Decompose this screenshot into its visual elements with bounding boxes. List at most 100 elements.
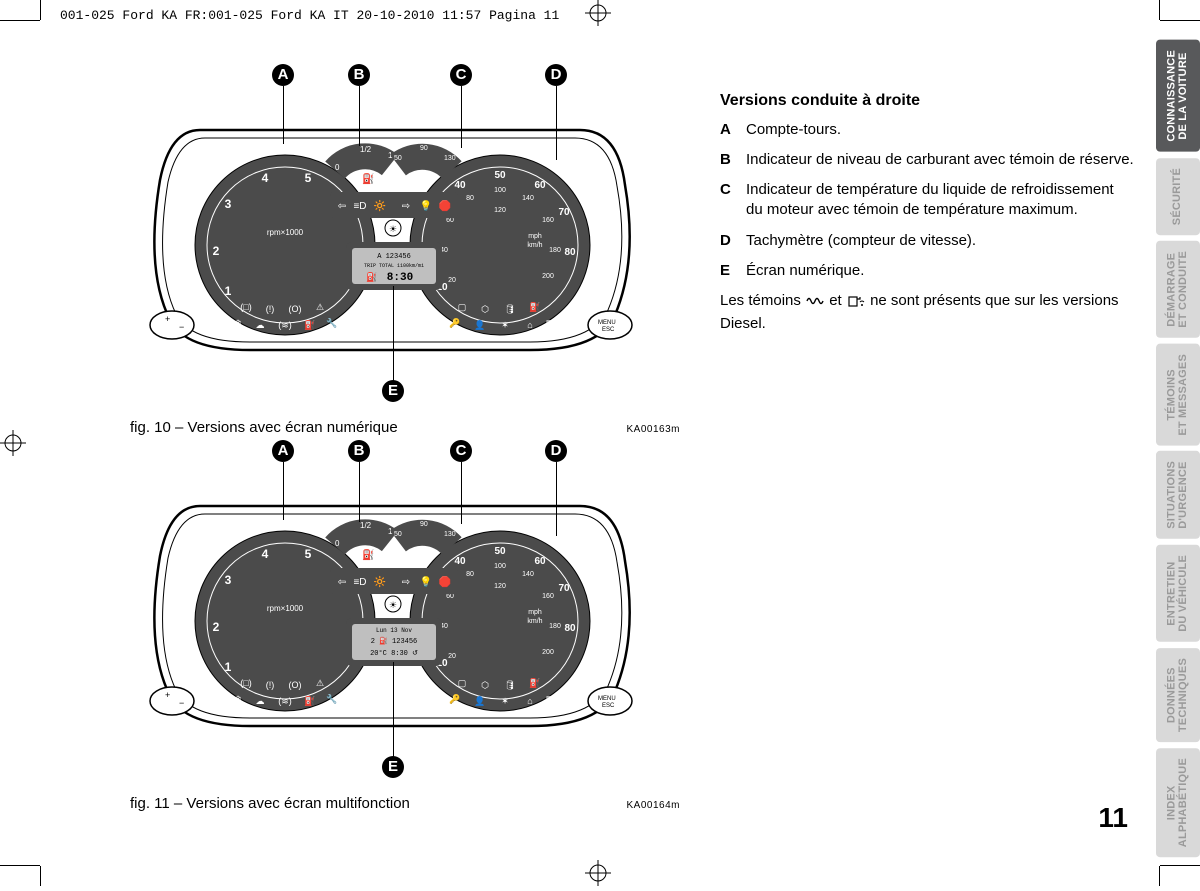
figure-caption: fig. 11 – Versions avec écran multifonct… <box>130 795 410 812</box>
svg-text:✶: ✶ <box>501 320 509 330</box>
callout-line <box>393 662 394 758</box>
svg-text:0: 0 <box>335 539 340 548</box>
svg-text:👤: 👤 <box>474 319 485 330</box>
svg-text:50: 50 <box>394 531 402 538</box>
svg-text:🔆: 🔆 <box>374 575 386 588</box>
svg-text:80: 80 <box>564 247 576 258</box>
callout-a: A <box>272 440 294 462</box>
def-value: Indicateur de température du liquide de … <box>746 180 1134 221</box>
svg-text:+: + <box>165 690 170 700</box>
svg-text:⌂: ⌂ <box>527 320 532 330</box>
def-value: Compte-tours. <box>746 120 1134 140</box>
def-value: Indicateur de niveau de carburant avec t… <box>746 150 1134 170</box>
svg-text:40: 40 <box>454 556 466 567</box>
diesel-note: Les témoins et ne sont présents que sur … <box>720 291 1134 335</box>
svg-text:80: 80 <box>466 571 474 578</box>
svg-text:2 ⛽ 123456: 2 ⛽ 123456 <box>371 636 418 646</box>
svg-text:MENU: MENU <box>598 696 616 702</box>
svg-text:A 123456: A 123456 <box>377 253 411 261</box>
crop-mark <box>1159 866 1160 886</box>
crop-mark <box>0 20 40 21</box>
callout-b: B <box>348 440 370 462</box>
svg-text:−: − <box>179 698 184 708</box>
svg-text:60: 60 <box>446 593 454 600</box>
callout-line <box>556 86 557 160</box>
svg-text:1/2: 1/2 <box>360 145 372 154</box>
water-in-fuel-icon <box>846 294 866 314</box>
tab-donnees[interactable]: DONNÉES TECHNIQUES <box>1156 648 1200 742</box>
svg-text:❄: ❄ <box>234 694 242 704</box>
text-column: Versions conduite à droite ACompte-tours… <box>720 40 1140 846</box>
svg-text:50: 50 <box>394 155 402 162</box>
svg-text:5: 5 <box>305 171 312 185</box>
svg-text:130: 130 <box>444 531 456 538</box>
callout-a: A <box>272 64 294 86</box>
instrument-cluster: +− MENUESC 123 4567 rpm×1000 (□)(!)(O)⚠ … <box>130 466 650 741</box>
svg-text:50: 50 <box>494 170 506 181</box>
svg-text:160: 160 <box>542 593 554 600</box>
svg-text:⇦: ⇦ <box>338 577 346 588</box>
svg-text:🛢: 🛢 <box>504 304 515 314</box>
svg-text:mph: mph <box>528 609 542 616</box>
svg-text:🛢: 🛢 <box>504 680 515 690</box>
svg-text:180: 180 <box>549 623 561 630</box>
svg-text:▢: ▢ <box>458 678 467 688</box>
svg-text:50: 50 <box>494 546 506 557</box>
svg-text:(≋): (≋) <box>278 320 292 330</box>
callout-d: D <box>545 440 567 462</box>
svg-text:(!): (!) <box>266 304 275 314</box>
svg-text:km/h: km/h <box>527 242 542 249</box>
svg-text:−: − <box>179 322 184 332</box>
svg-text:(!): (!) <box>266 680 275 690</box>
svg-text:2: 2 <box>213 620 220 634</box>
svg-text:180: 180 <box>549 247 561 254</box>
svg-text:⚠: ⚠ <box>316 302 324 312</box>
tab-securite[interactable]: SÉCURITÉ <box>1156 158 1200 235</box>
tab-index[interactable]: INDEX ALPHABÉTIQUE <box>1156 748 1200 857</box>
svg-text:(≋): (≋) <box>278 696 292 706</box>
svg-text:1: 1 <box>225 284 232 298</box>
svg-text:rpm×1000: rpm×1000 <box>267 228 304 237</box>
svg-text:(O): (O) <box>289 304 302 314</box>
svg-text:rpm×1000: rpm×1000 <box>267 604 304 613</box>
svg-text:Lun 13 Nov: Lun 13 Nov <box>376 627 412 634</box>
instrument-cluster: + − MENU ESC 123 456 7 rpm×1000 <box>130 90 650 365</box>
def-value: Écran numérique. <box>746 261 1134 281</box>
callout-c: C <box>450 64 472 86</box>
tab-entretien[interactable]: ENTRETIEN DU VÉHICULE <box>1156 545 1200 642</box>
svg-text:≡D: ≡D <box>353 577 366 588</box>
callout-line <box>461 462 462 524</box>
crop-mark <box>0 865 40 866</box>
svg-text:1/2: 1/2 <box>360 521 372 530</box>
svg-text:🌡: 🌡 <box>422 549 435 561</box>
svg-text:20°C 8:30 ↺: 20°C 8:30 ↺ <box>370 649 418 658</box>
svg-text:🔧: 🔧 <box>326 693 337 704</box>
svg-text:⬡: ⬡ <box>481 304 489 314</box>
svg-text:100: 100 <box>494 187 506 194</box>
svg-text:☁: ☁ <box>256 696 265 706</box>
svg-text:🌡: 🌡 <box>422 173 435 185</box>
svg-text:⛽: ⛽ <box>304 695 315 706</box>
tab-temoins[interactable]: TÉMOINS ET MESSAGES <box>1156 344 1200 446</box>
svg-text:💡: 💡 <box>420 199 432 212</box>
figure-11: +− MENUESC 123 4567 rpm×1000 (□)(!)(O)⚠ … <box>60 466 720 812</box>
svg-text:🔑: 🔑 <box>449 317 460 329</box>
svg-text:☀: ☀ <box>389 600 397 610</box>
svg-text:▦: ▦ <box>546 694 555 704</box>
tab-demarrage[interactable]: DÉMARRAGE ET CONDUITE <box>1156 241 1200 338</box>
tab-urgence[interactable]: SITUATIONS D'URGENCE <box>1156 451 1200 539</box>
section-tabs: CONNAISSANCE DE LA VOITURE SÉCURITÉ DÉMA… <box>1156 40 1200 857</box>
svg-text:70: 70 <box>558 207 570 218</box>
svg-text:(O): (O) <box>289 680 302 690</box>
svg-text:km/h: km/h <box>527 618 542 625</box>
svg-text:⛽: ⛽ <box>529 301 540 312</box>
tab-connaissance[interactable]: CONNAISSANCE DE LA VOITURE <box>1156 40 1200 152</box>
section-heading: Versions conduite à droite <box>720 90 1134 112</box>
svg-text:120: 120 <box>494 207 506 214</box>
svg-text:20: 20 <box>448 277 456 284</box>
callout-line <box>461 86 462 148</box>
svg-text:⇨: ⇨ <box>402 577 410 588</box>
callout-line <box>359 86 360 146</box>
svg-text:▦: ▦ <box>546 318 555 328</box>
callout-d: D <box>545 64 567 86</box>
